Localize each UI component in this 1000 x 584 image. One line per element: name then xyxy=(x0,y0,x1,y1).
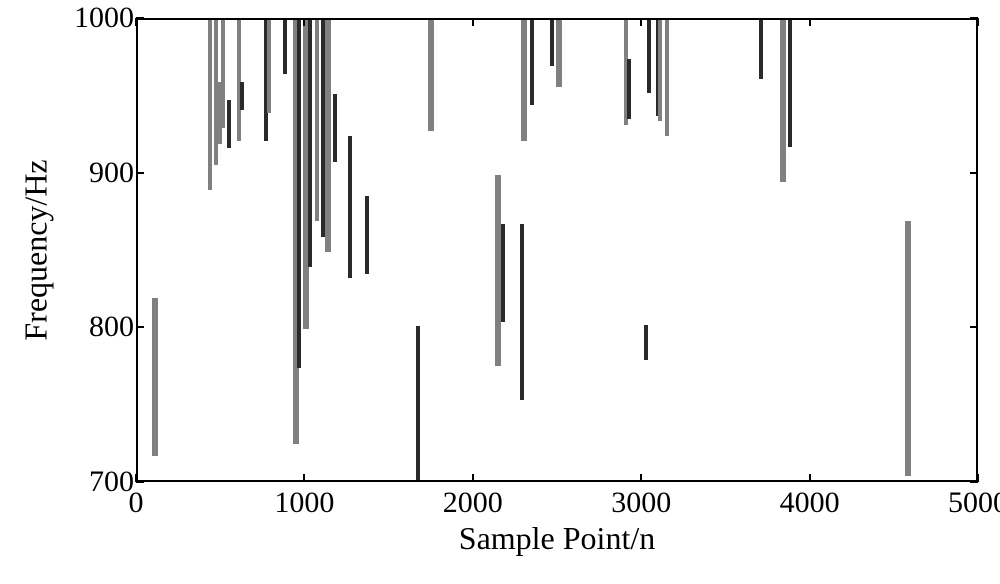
data-stroke xyxy=(237,20,241,141)
x-tick xyxy=(809,18,811,26)
y-tick xyxy=(970,17,978,19)
data-stroke xyxy=(627,59,631,119)
y-tick xyxy=(970,481,978,483)
y-tick-label: 800 xyxy=(76,310,134,344)
x-tick xyxy=(303,18,305,26)
data-stroke xyxy=(644,325,648,361)
data-stroke xyxy=(365,196,369,273)
data-stroke xyxy=(780,20,786,182)
data-stroke xyxy=(152,298,158,456)
data-stroke xyxy=(315,20,319,221)
y-tick xyxy=(136,17,144,19)
chart-container: 0100020003000400050007008009001000 Sampl… xyxy=(0,0,1000,584)
data-stroke xyxy=(325,20,331,252)
x-tick xyxy=(472,18,474,26)
y-tick-label: 1000 xyxy=(60,1,134,35)
data-stroke xyxy=(428,20,434,131)
data-stroke xyxy=(520,224,524,400)
x-tick-label: 4000 xyxy=(780,486,840,520)
data-stroke xyxy=(416,326,420,482)
x-tick-label: 3000 xyxy=(611,486,671,520)
x-tick xyxy=(640,474,642,482)
data-stroke xyxy=(308,20,312,267)
data-stroke xyxy=(905,221,911,476)
x-tick-label: 2000 xyxy=(443,486,503,520)
x-tick-label: 5000 xyxy=(948,486,1000,520)
data-stroke xyxy=(333,94,337,162)
plot-area xyxy=(136,18,978,482)
x-axis-label: Sample Point/n xyxy=(459,520,655,557)
y-tick xyxy=(970,326,978,328)
data-stroke xyxy=(348,136,352,278)
data-stroke xyxy=(208,20,212,190)
data-stroke xyxy=(221,20,225,128)
data-stroke xyxy=(759,20,763,79)
data-stroke xyxy=(556,20,562,87)
y-tick xyxy=(136,172,144,174)
data-stroke xyxy=(788,20,792,147)
x-tick xyxy=(135,18,137,26)
x-tick xyxy=(640,18,642,26)
x-tick xyxy=(303,474,305,482)
data-stroke xyxy=(550,20,554,66)
data-stroke xyxy=(665,20,669,136)
data-stroke xyxy=(530,20,534,105)
x-tick xyxy=(809,474,811,482)
y-tick-label: 900 xyxy=(76,156,134,190)
data-stroke xyxy=(521,20,527,141)
y-axis-label: Frequency/Hz xyxy=(18,159,55,340)
x-tick xyxy=(472,474,474,482)
x-tick-label: 1000 xyxy=(274,486,334,520)
data-stroke xyxy=(501,224,505,321)
y-tick xyxy=(970,172,978,174)
data-stroke xyxy=(658,20,662,121)
data-stroke xyxy=(267,20,271,113)
data-stroke xyxy=(647,20,651,93)
y-tick xyxy=(136,481,144,483)
data-stroke xyxy=(227,100,231,148)
data-stroke xyxy=(297,20,301,368)
x-tick xyxy=(977,18,979,26)
y-tick-label: 700 xyxy=(76,465,134,499)
data-stroke xyxy=(240,82,244,110)
y-tick xyxy=(136,326,144,328)
data-stroke xyxy=(283,20,287,74)
